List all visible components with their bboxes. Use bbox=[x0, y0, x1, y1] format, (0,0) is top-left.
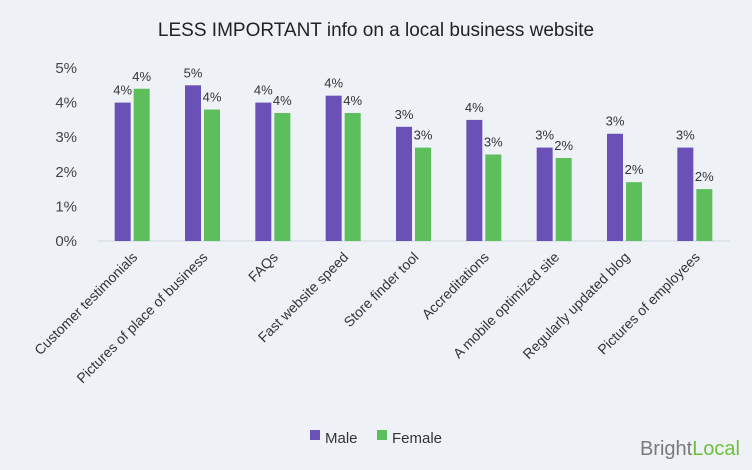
data-label-female: 4% bbox=[273, 93, 292, 108]
data-label-female: 4% bbox=[203, 90, 222, 105]
bars: 4%5%4% 4%3% 4%3%3%3%4%4% 4% 4%3% 3% 2%2% 2% bbox=[113, 65, 714, 242]
data-label-male: 4% bbox=[113, 83, 132, 98]
data-label-female: 2% bbox=[625, 162, 644, 177]
bar-female bbox=[133, 88, 150, 241]
bar-female bbox=[626, 182, 642, 241]
logo-text-local: Local bbox=[692, 438, 740, 460]
y-tick-label: 3% bbox=[55, 129, 77, 146]
data-label-female: 2% bbox=[695, 169, 714, 184]
legend-label-male: Male bbox=[325, 430, 358, 447]
logo-text-bright: Bright bbox=[640, 438, 693, 460]
bar-male bbox=[185, 85, 201, 241]
bar-male bbox=[677, 147, 694, 241]
bar-male bbox=[325, 95, 342, 242]
x-tick-label: Store finder tool bbox=[340, 249, 421, 330]
data-label-male: 3% bbox=[535, 128, 554, 143]
y-tick-label: 2% bbox=[55, 164, 77, 181]
bar-male bbox=[607, 133, 623, 241]
data-label-male: 3% bbox=[606, 114, 625, 129]
bar-male bbox=[396, 126, 412, 241]
bar-female bbox=[555, 157, 572, 241]
data-label-male: 4% bbox=[254, 83, 273, 98]
x-tick-label: FAQs bbox=[245, 249, 281, 285]
bar-female bbox=[344, 112, 361, 241]
bar-female bbox=[274, 112, 291, 241]
data-label-male: 3% bbox=[676, 128, 695, 143]
bar-male bbox=[255, 102, 272, 241]
data-label-male: 5% bbox=[184, 65, 203, 80]
bar-female bbox=[415, 147, 431, 241]
y-axis: 0% 1% 2% 3% 4% 5% bbox=[55, 60, 77, 250]
x-tick-label: Pictures of place of business bbox=[73, 249, 210, 386]
bar-male bbox=[536, 147, 553, 241]
bar-female bbox=[485, 154, 502, 241]
bar-female bbox=[204, 109, 220, 242]
data-label-male: 3% bbox=[395, 107, 414, 122]
bar-male bbox=[114, 102, 131, 241]
y-tick-label: 1% bbox=[55, 198, 77, 215]
bar-female bbox=[696, 189, 713, 241]
y-tick-label: 5% bbox=[55, 60, 77, 77]
data-label-female: 2% bbox=[554, 138, 573, 153]
data-label-female: 3% bbox=[414, 128, 433, 143]
legend-swatch-female bbox=[377, 430, 387, 440]
x-tick-label: Accreditations bbox=[418, 249, 491, 322]
data-label-female: 4% bbox=[343, 93, 362, 108]
data-label-female: 4% bbox=[132, 69, 151, 84]
data-label-male: 4% bbox=[324, 76, 343, 91]
data-label-female: 3% bbox=[484, 135, 503, 150]
legend-label-female: Female bbox=[392, 430, 442, 447]
data-label-male: 4% bbox=[465, 100, 484, 115]
brightlocal-logo: BrightLocal bbox=[640, 438, 740, 460]
y-tick-label: 4% bbox=[55, 95, 77, 112]
chart-title: LESS IMPORTANT info on a local business … bbox=[158, 20, 594, 41]
legend-swatch-male bbox=[310, 430, 320, 440]
legend: Male Female bbox=[310, 430, 442, 447]
bar-male bbox=[466, 119, 483, 241]
y-tick-label: 0% bbox=[55, 233, 77, 250]
